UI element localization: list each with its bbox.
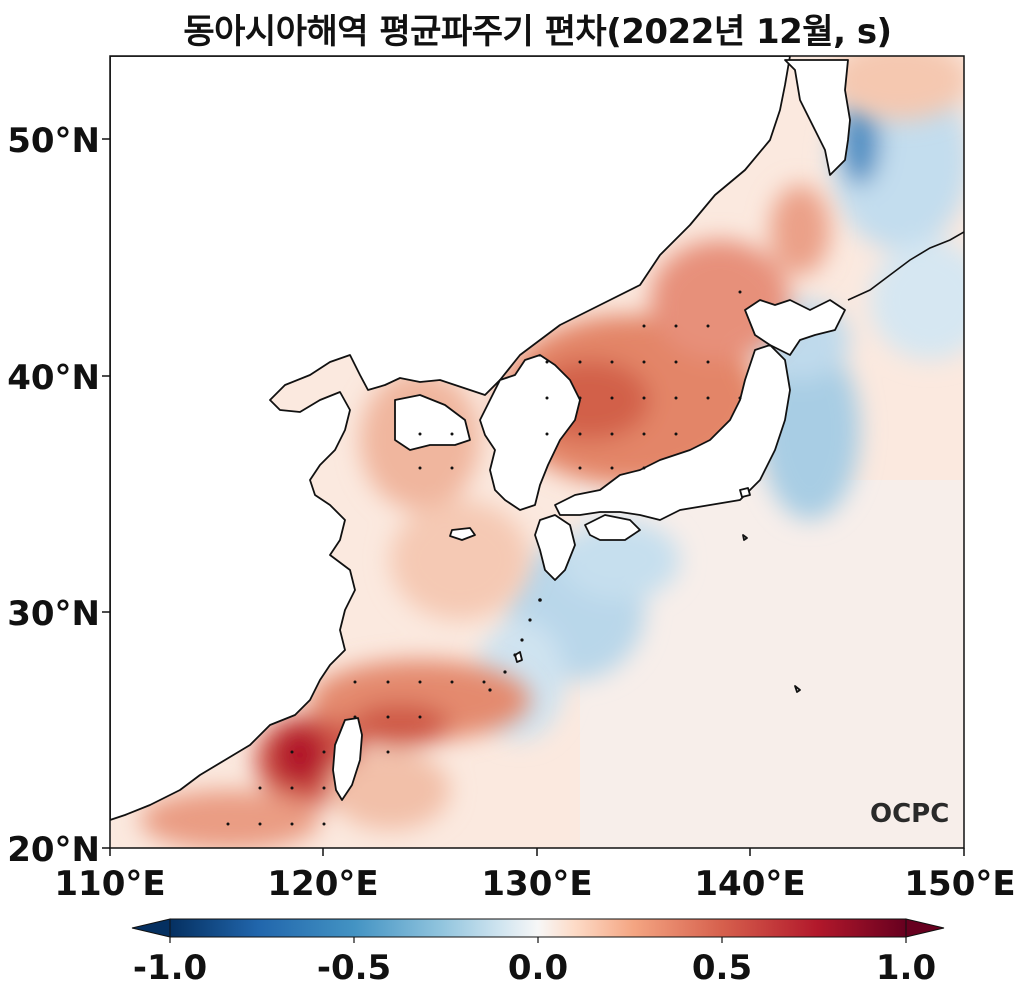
- colorbar-tick-label: 0.0: [508, 948, 568, 988]
- map-title: 동아시아해역 평균파주기 편차(2022년 12월, s): [183, 12, 892, 52]
- x-ticks: [109, 848, 965, 856]
- y-tick-label: 20°N: [7, 830, 100, 870]
- y-tick-label: 40°N: [7, 358, 100, 398]
- colorbar: -1.0 -0.5 0.0 0.5 1.0: [131, 918, 945, 988]
- x-tick-label: 110°E: [54, 864, 165, 904]
- y-tick-label: 50°N: [7, 121, 100, 161]
- coastline: [110, 56, 851, 821]
- colorbar-tick-label: 0.5: [692, 948, 752, 988]
- significance-stipples: [226, 290, 742, 826]
- y-ticks: [102, 138, 110, 849]
- colorbar-tick-label: 1.0: [876, 948, 936, 988]
- x-tick-label: 130°E: [481, 864, 592, 904]
- y-tick-label: 30°N: [7, 594, 100, 634]
- wave-period-anomaly-field: OCPC: [110, 56, 964, 848]
- colorbar-tick-label: -1.0: [133, 948, 207, 988]
- colorbar-tick-label: -0.5: [317, 948, 391, 988]
- svg-text:OCPC: OCPC: [870, 799, 949, 829]
- x-tick-label: 140°E: [694, 864, 805, 904]
- ocpc-logo: OCPC: [870, 799, 949, 829]
- x-tick-label: 150°E: [904, 864, 1015, 904]
- x-tick-label: 120°E: [267, 864, 378, 904]
